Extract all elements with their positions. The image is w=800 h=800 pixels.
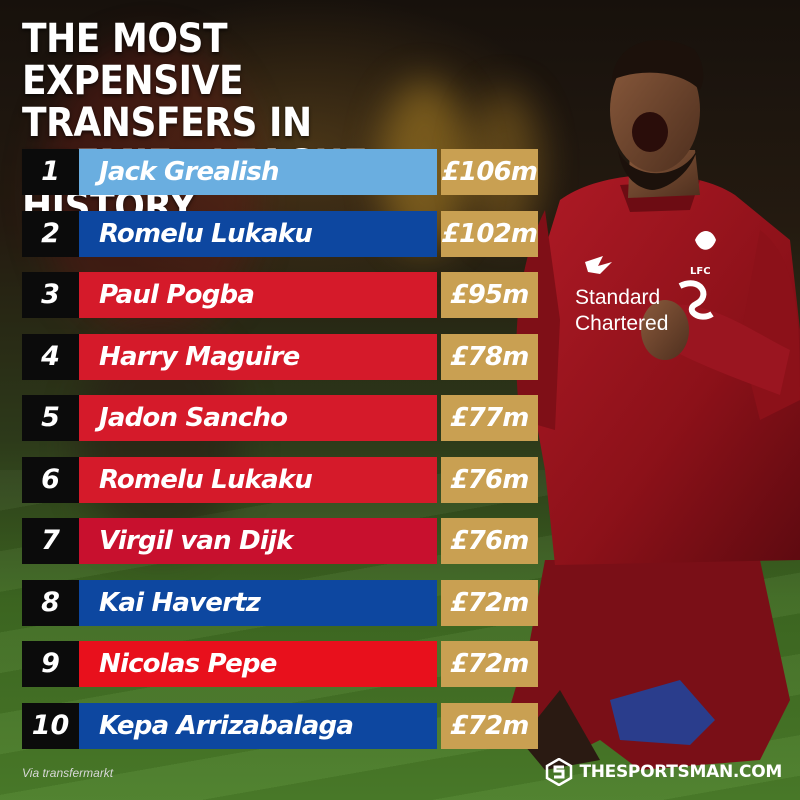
player-name: Nicolas Pepe xyxy=(79,641,437,687)
crest-text: LFC xyxy=(690,266,711,277)
source-credit: Via transfermarkt xyxy=(22,766,114,780)
transfer-list: 1 Jack Grealish £106m 2 Romelu Lukaku £102m 3 P… xyxy=(22,149,538,764)
transfer-row: 8 Kai Havertz £72m xyxy=(22,579,538,626)
player-name: Jack Grealish xyxy=(79,149,437,195)
kit-brand-icon xyxy=(585,256,612,274)
transfer-row: 3 Paul Pogba £95m xyxy=(22,272,538,318)
player-name: Kepa Arrizabalaga xyxy=(79,702,437,749)
brand-name: THESPORTSMAN.COM xyxy=(579,762,782,782)
transfer-fee: £76m xyxy=(441,456,538,503)
player-name: Paul Pogba xyxy=(79,272,437,318)
rank-number: 9 xyxy=(22,641,79,687)
sponsor-text: Chartered xyxy=(575,312,668,335)
rank-number: 10 xyxy=(22,702,79,749)
transfer-fee: £106m xyxy=(441,149,538,195)
transfer-row: 6 Romelu Lukaku £76m xyxy=(22,456,538,503)
transfer-fee: £76m xyxy=(441,518,538,564)
player-name: Jadon Sancho xyxy=(79,395,437,441)
transfer-fee: £78m xyxy=(441,333,538,380)
transfer-fee: £77m xyxy=(441,395,538,441)
transfer-fee: £72m xyxy=(441,579,538,626)
transfer-fee: £72m xyxy=(441,641,538,687)
sponsor-text: Standard xyxy=(575,286,660,309)
player-name: Kai Havertz xyxy=(79,579,437,626)
transfer-fee: £102m xyxy=(441,210,538,257)
brand-logo: THESPORTSMAN.COM xyxy=(545,756,782,788)
rank-number: 4 xyxy=(22,333,79,380)
rank-number: 6 xyxy=(22,456,79,503)
transfer-row: 7 Virgil van Dijk £76m xyxy=(22,518,538,564)
transfer-fee: £72m xyxy=(441,702,538,749)
transfer-row: 9 Nicolas Pepe £72m xyxy=(22,641,538,687)
rank-number: 7 xyxy=(22,518,79,564)
transfer-row: 2 Romelu Lukaku £102m xyxy=(22,210,538,257)
transfer-row: 5 Jadon Sancho £77m xyxy=(22,395,538,441)
transfer-fee: £95m xyxy=(441,272,538,318)
player-name: Romelu Lukaku xyxy=(79,210,437,257)
transfer-row: 10 Kepa Arrizabalaga £72m xyxy=(22,702,538,749)
rank-number: 3 xyxy=(22,272,79,318)
transfer-row: 4 Harry Maguire £78m xyxy=(22,333,538,380)
sportsman-logo-icon xyxy=(546,758,573,786)
rank-number: 2 xyxy=(22,210,79,257)
player-name: Romelu Lukaku xyxy=(79,456,437,503)
player-name: Virgil van Dijk xyxy=(79,518,437,564)
rank-number: 1 xyxy=(22,149,79,195)
transfer-row: 1 Jack Grealish £106m xyxy=(22,149,538,195)
rank-number: 8 xyxy=(22,579,79,626)
rank-number: 5 xyxy=(22,395,79,441)
player-name: Harry Maguire xyxy=(79,333,437,380)
lfc-crest-icon xyxy=(695,231,716,250)
sponsor-logo-icon xyxy=(678,280,714,320)
